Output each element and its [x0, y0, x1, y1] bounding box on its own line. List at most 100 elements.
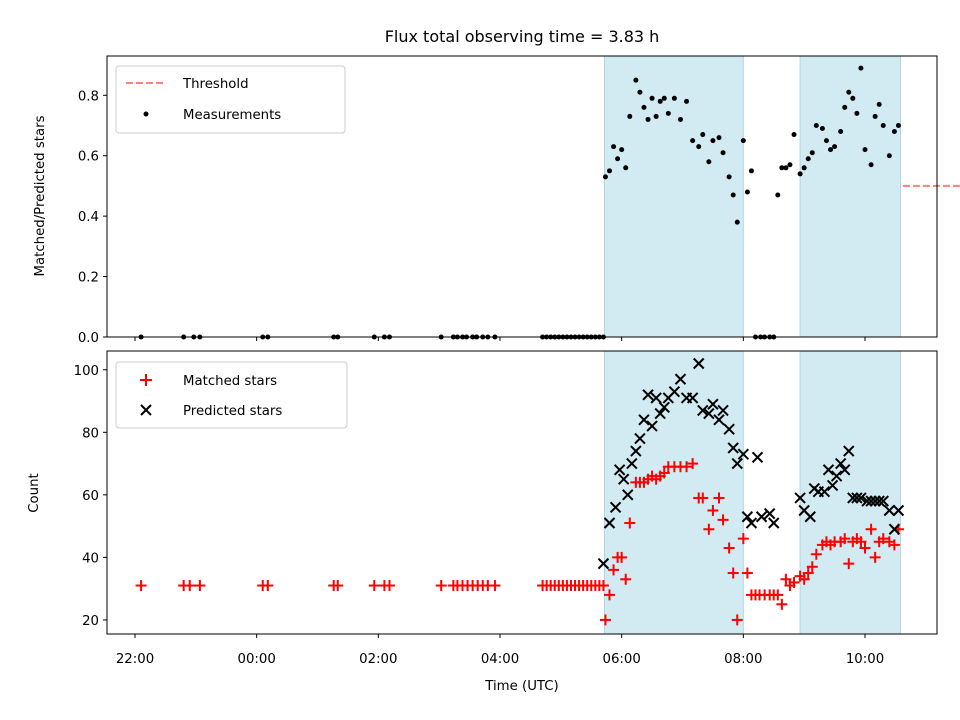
measurement-point: [748, 168, 754, 174]
matched-star-point: [865, 523, 877, 535]
measurement-point: [801, 165, 807, 171]
predicted-star-point: [630, 445, 642, 457]
measurement-point: [710, 138, 716, 144]
predicted-star-point: [855, 492, 867, 504]
top-observing-intervals: [603, 55, 901, 338]
matched-star-point: [731, 614, 743, 626]
top-y-ticks: 0.0 0.2 0.4 0.6 0.8: [78, 89, 107, 346]
predicted-star-point: [843, 445, 855, 457]
matched-star-point: [888, 539, 900, 551]
top-legend: Threshold Measurements: [115, 65, 346, 134]
predicted-star-point: [609, 501, 622, 514]
matched-star-point: [599, 614, 611, 626]
measurement-point: [876, 101, 882, 107]
measurement-point: [838, 129, 844, 135]
predicted-star-point: [638, 414, 650, 426]
matched-star-point: [435, 580, 447, 592]
measurement-point: [734, 219, 740, 225]
measurement-point: [891, 129, 897, 135]
predicted-star-point: [717, 404, 729, 417]
predicted-star-point: [794, 492, 806, 504]
predicted-star-point: [727, 442, 739, 454]
predicted-star-point: [839, 464, 851, 476]
legend-threshold-label: Threshold: [182, 77, 249, 92]
panel-ratio: 0.00.20.40.60.8 Matched/Predicted stars …: [33, 55, 960, 346]
matched-star-point: [776, 598, 788, 610]
measurement-point: [716, 135, 722, 141]
predicted-star-point: [646, 420, 658, 432]
measurement-point: [813, 122, 819, 128]
measurement-point: [602, 174, 608, 180]
matched-star-point: [855, 536, 867, 548]
measurement-point: [846, 89, 852, 95]
y-tick-label: 0.4: [78, 210, 99, 225]
measurement-point: [623, 165, 629, 171]
matched-star-point: [681, 461, 693, 473]
measurement-point: [671, 95, 677, 101]
measurement-point: [607, 168, 612, 174]
matched-star-point: [194, 580, 206, 592]
predicted-star-point: [763, 507, 776, 520]
measurement-point: [706, 159, 712, 165]
predicted-star-point: [804, 511, 816, 523]
matched-star-point: [810, 548, 822, 560]
x-tick-label: 00:00: [238, 652, 276, 667]
predicted-star-point: [741, 511, 754, 523]
predicted-star-point: [674, 373, 687, 385]
predicted-star-point: [847, 492, 859, 504]
measurement-point: [797, 171, 803, 177]
measurement-point: [880, 122, 886, 128]
matched-star-point: [723, 542, 735, 554]
observing-interval-2: [799, 350, 901, 635]
measurement-point: [854, 110, 860, 116]
bottom-y-axis-label: Count: [27, 473, 42, 513]
matched-star-point: [798, 573, 810, 585]
measurement-point: [805, 156, 811, 162]
measurement-point: [649, 95, 655, 101]
predicted-star-point: [617, 473, 630, 485]
measurement-points: [138, 65, 901, 340]
matched-star-point: [780, 573, 792, 585]
x-tick-label: 10:00: [846, 652, 884, 667]
matched-star-point: [869, 551, 881, 563]
measurement-point: [677, 116, 683, 122]
measurement-point: [661, 95, 667, 101]
legend-measurements-label: Measurements: [183, 108, 281, 123]
measurement-point: [740, 138, 746, 144]
matched-star-point: [859, 542, 871, 554]
measurement-point: [828, 147, 834, 153]
x-tick-label: 06:00: [603, 652, 641, 667]
measurement-point: [783, 165, 789, 171]
y-tick-label: 0.0: [78, 331, 99, 346]
predicted-star-point: [737, 448, 750, 460]
measurement-point: [653, 113, 659, 119]
matched-star-point: [843, 558, 855, 570]
measurement-point: [850, 95, 856, 101]
predicted-star-point: [731, 457, 743, 470]
predicted-star-point: [883, 504, 896, 517]
matched-star-point: [839, 533, 851, 545]
predicted-star-point: [634, 432, 646, 445]
measurement-point: [842, 104, 848, 110]
predicted-star-point: [755, 511, 768, 523]
matched-star-point: [624, 517, 636, 529]
predicted-star-point: [603, 517, 616, 529]
matched-star-point: [703, 523, 715, 535]
predicted-star-point: [622, 489, 634, 501]
matched-star-point: [687, 458, 699, 470]
predicted-star-point: [697, 404, 709, 417]
predicted-star-point: [834, 457, 847, 470]
matched-star-point: [707, 504, 719, 516]
x-tick-label: 02:00: [359, 652, 397, 667]
measurement-point: [690, 138, 696, 144]
predicted-star-point: [686, 392, 699, 404]
y-tick-label: 20: [82, 614, 99, 629]
x-tick-label: 08:00: [724, 652, 762, 667]
panel-counts: 20 40 60 80 100 22:00 00:00 02:00 04:00 06:00 08:…: [27, 350, 938, 694]
matched-star-point: [788, 576, 800, 588]
predicted-star-point: [830, 470, 843, 482]
y-tick-label: 60: [82, 489, 99, 504]
predicted-star-point: [865, 495, 877, 507]
measurement-point: [684, 98, 690, 104]
measurement-point: [730, 192, 736, 198]
